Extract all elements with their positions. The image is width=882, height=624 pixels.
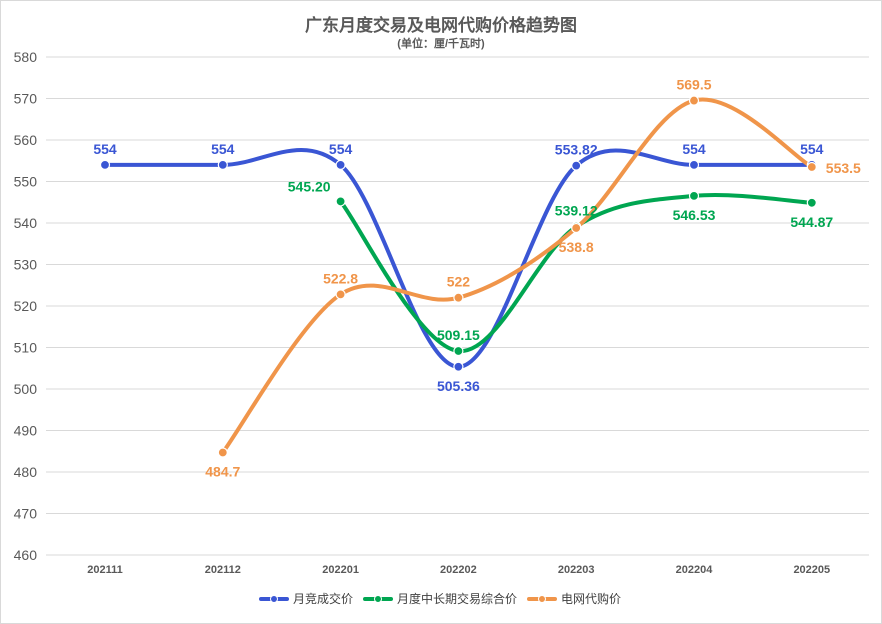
y-tick-label: 500 (14, 381, 38, 397)
data-label: 522.8 (323, 270, 358, 286)
data-point (217, 447, 228, 458)
data-label: 554 (800, 141, 824, 157)
data-label: 522 (447, 274, 471, 290)
data-point (99, 159, 111, 170)
data-label: 569.5 (676, 77, 711, 93)
y-axis-ticks: 460 470 480 490 500 510 520 530 540 550 560 570 580 (14, 49, 38, 563)
y-tick-label: 460 (14, 547, 38, 563)
data-label: 554 (211, 141, 235, 157)
data-point (688, 190, 700, 202)
legend: 月竞成交价 月度中长期交易综合价 电网代购价 (259, 591, 621, 606)
data-label: 538.8 (559, 239, 594, 255)
x-tick-label: 202205 (793, 564, 830, 576)
legend-marker (374, 595, 382, 603)
data-label: 539.12 (555, 203, 598, 219)
y-tick-label: 480 (14, 464, 38, 480)
data-label: 545.20 (288, 178, 331, 194)
data-label: 546.53 (673, 207, 716, 223)
legend-label: 月竞成交价 (293, 591, 353, 606)
x-tick-label: 202203 (558, 564, 595, 576)
data-label: 553.82 (555, 142, 598, 158)
data-label: 554 (329, 141, 353, 157)
data-label: 505.36 (437, 378, 480, 394)
data-point (453, 361, 464, 372)
y-tick-label: 570 (14, 91, 38, 107)
x-axis-ticks: 202111 202112 202201 202202 202203 202204 2022… (87, 564, 830, 576)
data-label: 484.7 (205, 463, 240, 479)
data-point (453, 345, 464, 357)
data-point (453, 292, 464, 303)
legend-marker (538, 595, 546, 603)
data-label: 544.87 (790, 214, 833, 230)
y-tick-label: 550 (14, 174, 38, 190)
data-point (806, 161, 817, 173)
data-point (335, 159, 346, 170)
data-point (806, 197, 817, 208)
series-points (99, 95, 817, 458)
chart-title: 广东月度交易及电网代购价格趋势图 (305, 15, 577, 35)
gridlines (46, 56, 869, 556)
y-tick-label: 490 (14, 423, 38, 439)
x-tick-label: 202201 (322, 564, 359, 576)
x-tick-label: 202204 (676, 564, 714, 576)
series-line (220, 97, 814, 455)
x-tick-label: 202112 (205, 564, 241, 576)
data-labels: 554 554 554 505.36 553.82 554 554 545.20 509.15 5… (93, 77, 861, 480)
data-label: 509.15 (437, 327, 480, 343)
x-tick-label: 202202 (440, 564, 477, 576)
data-label: 553.5 (826, 160, 861, 176)
data-point (335, 196, 346, 207)
y-tick-label: 510 (14, 340, 38, 356)
data-label: 554 (93, 141, 117, 157)
y-tick-label: 580 (14, 49, 38, 65)
legend-label: 月度中长期交易综合价 (397, 591, 517, 606)
legend-marker (270, 595, 278, 603)
data-label: 554 (682, 141, 706, 157)
data-point (335, 289, 346, 300)
y-tick-label: 560 (14, 132, 38, 148)
y-tick-label: 540 (14, 215, 38, 231)
data-point (571, 222, 582, 234)
legend-label: 电网代购价 (561, 591, 621, 606)
data-point (688, 159, 700, 170)
x-tick-label: 202111 (87, 564, 123, 576)
chart-subtitle: (单位：厘/千瓦时) (397, 36, 485, 50)
y-tick-label: 530 (14, 257, 38, 273)
y-tick-label: 520 (14, 298, 38, 314)
y-tick-label: 470 (14, 506, 38, 522)
data-point (571, 160, 582, 171)
data-point (217, 159, 228, 170)
data-point (688, 95, 700, 106)
